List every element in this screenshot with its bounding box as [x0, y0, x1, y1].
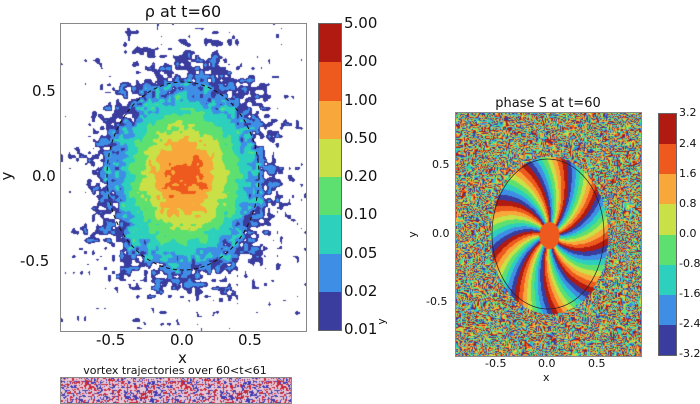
- y-axis-label: y: [0, 172, 15, 181]
- colorbar-label: 5.00: [344, 14, 378, 32]
- rho-title: ρ at t=60: [144, 2, 222, 21]
- colorbar-band: [319, 62, 341, 101]
- colorbar-label: 3.2: [679, 106, 697, 120]
- colorbar-label: 0.8: [679, 196, 697, 210]
- colorbar-label: 0.50: [344, 128, 378, 147]
- colorbar-band: [319, 215, 341, 254]
- density-heatmap: [60, 23, 307, 332]
- colorbar-band: [659, 234, 676, 265]
- colorbar-label: 1.6: [679, 166, 697, 180]
- x-tick: -0.5: [96, 331, 126, 349]
- colorbar-label: 0.20: [344, 167, 378, 185]
- colorbar-band: [319, 253, 341, 292]
- colorbar-label: -3.2: [679, 347, 700, 361]
- colorbar-label: 2.4: [679, 136, 697, 150]
- colorbar-label: 0.05: [344, 243, 378, 262]
- colorbar-label: 0.02: [344, 281, 378, 300]
- x-tick: 0.0: [538, 357, 556, 370]
- colorbar-band: [659, 264, 676, 295]
- colorbar-band: [319, 138, 341, 177]
- colorbar-label: -0.8: [679, 257, 700, 271]
- colorbar-label: 0.01: [344, 320, 378, 338]
- density-colorbar: [318, 23, 342, 331]
- colorbar-label: 0.10: [344, 205, 378, 224]
- phase-reference-circle: [491, 158, 605, 310]
- x-tick: -0.5: [485, 357, 507, 370]
- colorbar-band: [659, 114, 676, 145]
- vortex-title: vortex trajectories over 60<t<61: [83, 364, 267, 377]
- colorbar-band: [659, 294, 676, 325]
- phase-title: phase S at t=60: [495, 96, 601, 111]
- y-tick: 0.5: [32, 82, 56, 100]
- colorbar-band: [659, 144, 676, 175]
- colorbar-band: [319, 291, 341, 330]
- colorbar-label: 1.00: [344, 90, 378, 109]
- y-tick: 0.0: [432, 227, 450, 240]
- x-axis-label: x: [543, 371, 550, 384]
- y-axis-label: y: [405, 231, 419, 238]
- y-tick: -0.5: [20, 252, 50, 270]
- colorbar-band: [659, 324, 676, 355]
- colorbar-band: [659, 204, 676, 235]
- x-tick: 0.5: [588, 357, 606, 370]
- x-axis-label: x: [178, 349, 187, 367]
- colorbar-label: 2.00: [344, 52, 378, 71]
- colorbar-band: [319, 24, 341, 63]
- y-tick: 0.5: [432, 158, 450, 171]
- colorbar-band: [659, 174, 676, 205]
- colorbar-band: [319, 100, 341, 139]
- colorbar-band: [319, 177, 341, 216]
- phase-heatmap: [455, 112, 642, 357]
- y-tick: -0.5: [426, 295, 448, 308]
- density-reference-circle: [106, 81, 260, 271]
- phase-colorbar: [658, 113, 677, 356]
- x-tick: 0.5: [238, 331, 262, 349]
- colorbar-label: -2.4: [679, 317, 700, 331]
- colorbar-label: -1.6: [679, 287, 700, 301]
- colorbar-label: 0.0: [679, 226, 697, 240]
- x-tick: 0.0: [170, 331, 194, 349]
- extra-y-label: y: [374, 318, 388, 325]
- y-tick: 0.0: [32, 167, 56, 185]
